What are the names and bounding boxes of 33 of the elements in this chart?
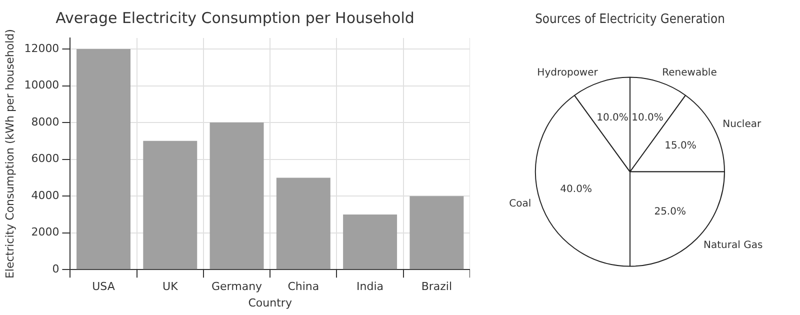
bar [143,140,198,270]
bar [76,49,130,270]
x-tick-label: India [356,280,384,294]
data-label: 10.0% [596,112,628,124]
y-tick-label: 0 [52,262,60,276]
x-tick-label: UK [162,280,179,294]
slice-label: Hydropower [537,68,599,79]
y-tick-label: 4000 [31,188,60,202]
y-tick-label: 10000 [24,78,60,92]
bar [276,178,330,270]
y-tick-label: 6000 [31,152,60,166]
slice-label: Nuclear [722,119,762,130]
slice-label: Natural Gas [704,240,763,251]
chart-title: Sources of Electricity Generation [535,12,725,26]
y-axis-title: Electricity Consumption (kWh per household) [3,29,16,279]
data-label: 25.0% [654,206,686,218]
data-label: 40.0% [560,184,592,195]
x-tick-label: China [288,280,320,294]
y-tick-label: 8000 [31,115,60,128]
bar [210,122,264,270]
data-label: 10.0% [632,112,664,124]
slice-label: Renewable [662,68,717,79]
y-tick-label: 12000 [24,42,60,55]
x-axis-title: Country [248,296,292,310]
chart-title: Average Electricity Consumption per Household [56,8,414,27]
x-tick-label: Germany [212,280,263,294]
x-tick-label: Brazil [421,280,452,294]
bar [343,214,398,270]
bar [410,196,464,270]
x-tick-label: USA [92,280,116,294]
slice-label: Coal [509,198,532,210]
y-tick-label: 2000 [31,226,60,239]
data-label: 15.0% [664,140,696,152]
